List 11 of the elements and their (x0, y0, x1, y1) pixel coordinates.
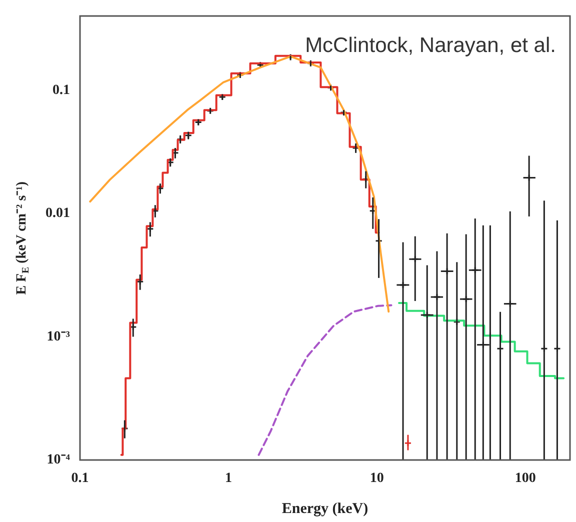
y-tick-label: 0.1 (52, 82, 70, 98)
x-tick-label: 0.1 (71, 471, 89, 486)
y-axis-title: E FE (keV cm⁻² s⁻¹) (14, 181, 32, 295)
y-tick-label: 10⁻³ (46, 329, 70, 344)
annotation: McClintock, Narayan, et al. (305, 34, 556, 57)
x-tick-label: 10 (370, 471, 384, 486)
y-tick-label: 0.01 (46, 206, 70, 222)
x-axis-title: Energy (keV) (282, 500, 368, 517)
x-tick-label: 100 (514, 471, 536, 486)
x-tick-label: 1 (224, 471, 232, 486)
y-tick-label: 10⁻⁴ (46, 452, 71, 468)
